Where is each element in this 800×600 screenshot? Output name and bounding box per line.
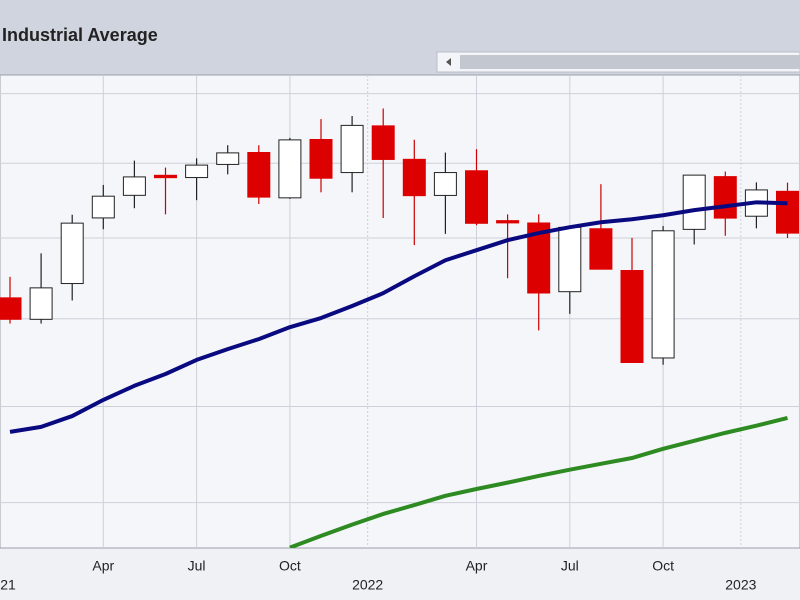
candle-body [122,176,146,196]
candle-body [309,138,333,179]
plot [0,75,800,548]
x-axis-area [0,548,800,600]
x-tick-label: Jul [188,558,206,574]
candle-body [465,170,488,224]
x-tick-label: Apr [466,558,488,574]
candle-body [154,174,177,179]
x-tick-label: Oct [279,558,301,574]
x-year-label: 2022 [352,577,383,593]
candle-body [527,222,551,294]
x-tick-label: Jul [561,558,579,574]
scroll-thumb[interactable] [460,55,800,69]
candle-body [247,151,271,198]
candle-body [496,220,520,224]
candle-body [776,190,799,234]
candle-body [589,228,613,270]
x-year-label: 21 [0,577,16,593]
moving-average-line [9,200,788,434]
moving-average-line [289,415,788,548]
plot-area [0,74,800,549]
candle-body [713,176,737,219]
x-tick-label: Apr [92,558,114,574]
candle-body [278,139,302,199]
candle-body [682,174,706,230]
candle-body [216,152,240,165]
chart-title: Industrial Average [2,25,158,45]
candle-body [29,287,53,320]
candle-body [60,222,84,285]
candle-body [371,125,395,160]
candle-body [402,158,426,197]
candle-body [433,172,457,196]
x-tick-label: Oct [652,558,674,574]
x-year-label: 2023 [725,577,756,593]
candle-body [620,270,644,363]
candle-body [0,297,22,320]
candle-body [340,124,364,174]
candle-body [651,230,675,359]
candle-body [91,195,115,219]
candle-body [185,164,209,179]
scroll-left-arrow[interactable] [446,58,451,66]
candle-body [558,226,582,293]
